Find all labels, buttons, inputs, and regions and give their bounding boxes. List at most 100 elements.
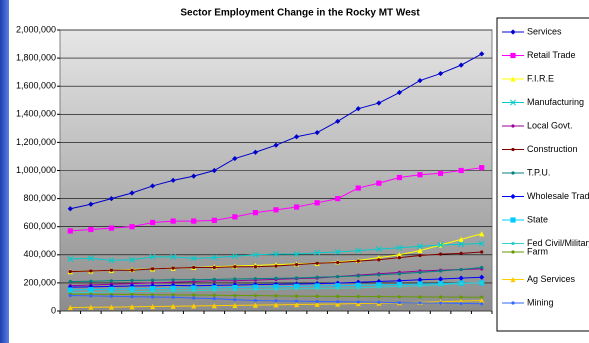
marker <box>149 283 156 289</box>
marker <box>510 99 516 106</box>
marker <box>396 244 403 251</box>
marker <box>150 293 155 297</box>
marker <box>480 265 484 270</box>
marker <box>149 219 156 226</box>
marker <box>458 62 464 68</box>
marker <box>274 276 278 281</box>
legend-label: T.P.U. <box>527 167 550 177</box>
marker <box>458 236 464 242</box>
marker <box>437 70 444 77</box>
legend-label: Ag Services <box>527 274 576 284</box>
marker <box>480 295 484 299</box>
marker <box>171 278 175 282</box>
marker <box>293 204 300 210</box>
legend-label: Mining <box>527 297 554 307</box>
legend-label: Retail Trade <box>527 50 576 60</box>
marker <box>170 282 176 289</box>
marker <box>396 281 403 288</box>
marker <box>212 297 216 301</box>
marker <box>336 300 340 304</box>
marker <box>334 249 341 255</box>
marker <box>417 172 423 178</box>
marker <box>108 196 115 202</box>
marker <box>252 210 259 216</box>
legend-label: Wholesale Trade <box>527 191 589 201</box>
marker <box>170 303 176 309</box>
marker <box>67 287 73 293</box>
marker <box>478 240 485 247</box>
marker <box>417 77 423 84</box>
marker <box>459 251 463 255</box>
marker <box>171 266 175 270</box>
y-tick-label: 1,200,000 <box>16 137 56 147</box>
marker <box>89 294 93 298</box>
marker <box>418 253 422 258</box>
legend-item: T.P.U. <box>502 167 550 177</box>
marker <box>171 293 175 297</box>
marker <box>212 288 216 292</box>
marker <box>211 167 217 174</box>
marker <box>511 250 515 254</box>
marker <box>335 301 341 307</box>
marker <box>356 294 360 299</box>
legend-item: Construction <box>502 144 578 154</box>
marker <box>273 251 279 258</box>
marker <box>68 293 72 298</box>
legend-label: Manufacturing <box>527 97 584 107</box>
marker <box>211 285 217 291</box>
marker <box>273 284 279 290</box>
marker <box>88 287 94 293</box>
marker <box>149 303 156 310</box>
marker <box>191 285 197 291</box>
marker <box>232 155 238 162</box>
marker <box>253 288 258 292</box>
marker <box>294 287 299 291</box>
marker <box>211 254 218 261</box>
legend-item: Farm <box>502 246 548 256</box>
marker <box>192 278 196 282</box>
marker <box>274 294 278 298</box>
marker <box>335 283 341 289</box>
marker <box>108 286 115 292</box>
legend-item: F.I.R.E <box>502 73 554 83</box>
marker <box>510 193 516 200</box>
y-tick-label: 1,000,000 <box>16 165 56 175</box>
marker <box>459 295 463 299</box>
marker <box>150 289 155 293</box>
marker <box>375 246 382 253</box>
marker <box>253 298 258 303</box>
page-edge <box>0 0 9 343</box>
marker <box>273 142 279 148</box>
marker <box>89 269 93 273</box>
marker <box>479 274 485 280</box>
marker <box>129 190 135 196</box>
marker <box>355 247 362 254</box>
chart-title: Sector Employment Change in the Rocky MT… <box>180 8 420 19</box>
marker <box>418 301 422 305</box>
marker <box>150 281 155 285</box>
marker <box>88 201 94 207</box>
marker <box>458 298 464 304</box>
marker <box>510 276 516 283</box>
marker <box>314 200 320 206</box>
marker <box>417 247 423 254</box>
marker <box>88 226 94 233</box>
marker <box>68 279 72 284</box>
marker <box>192 293 196 297</box>
marker <box>253 265 258 269</box>
legend-item: Retail Trade <box>502 50 576 60</box>
marker <box>192 265 196 270</box>
marker <box>458 241 465 248</box>
marker <box>232 214 238 220</box>
marker <box>129 224 135 230</box>
marker <box>418 284 422 288</box>
marker <box>314 283 320 289</box>
marker <box>479 231 485 237</box>
marker <box>437 170 444 176</box>
marker <box>149 183 156 189</box>
marker <box>252 149 259 155</box>
legend-label: State <box>527 214 548 224</box>
marker <box>479 165 485 171</box>
marker <box>232 302 238 308</box>
